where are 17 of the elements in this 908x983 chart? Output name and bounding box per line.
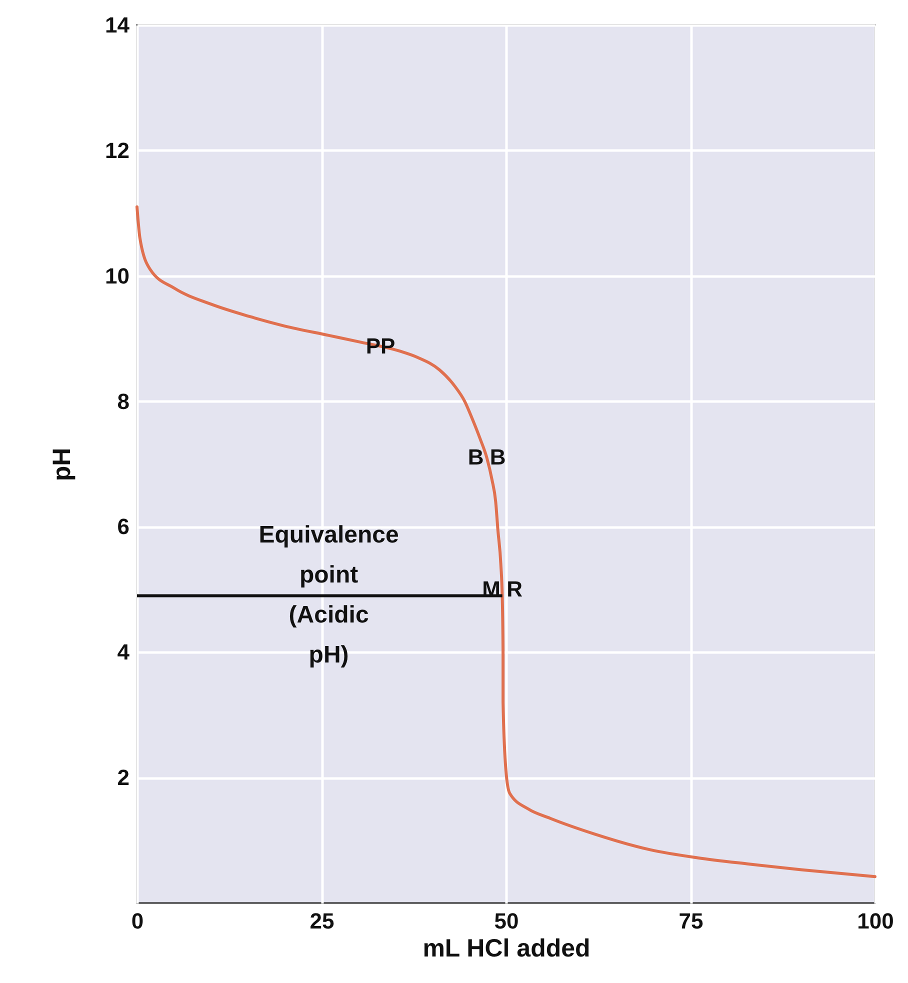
x-tick-label: 0 [131,908,144,934]
y-tick-label: 14 [105,12,130,38]
y-tick-label: 4 [117,640,130,665]
y-tick-label: 10 [105,263,130,288]
x-tick-label: 50 [494,908,519,934]
x-axis-title: mL HCl added [422,934,590,962]
y-tick-label: 6 [117,514,130,540]
ref-line-label: Equivalence point (Acidic pH) [258,522,399,669]
y-tick-label: 2 [117,765,130,790]
y-tick-label: 8 [117,388,130,414]
x-tick-label: 100 [857,908,894,934]
line-series [136,205,876,878]
x-tick-label: 75 [678,908,704,934]
y-tick-label: 12 [105,138,130,163]
annotation: B B [468,444,506,470]
y-axis-title: pH [48,448,76,482]
x-tick-label: 25 [310,908,334,934]
